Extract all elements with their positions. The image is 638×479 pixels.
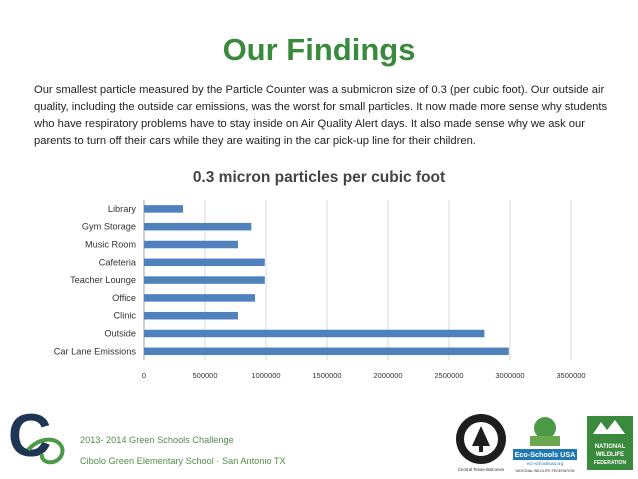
bar-teacher-lounge	[144, 276, 265, 284]
bar-clinic	[144, 311, 238, 320]
bar-gym-storage	[144, 222, 252, 231]
x-tick-label: 1000000	[251, 371, 280, 380]
category-label: Office	[112, 293, 136, 303]
school-logo: C	[8, 404, 65, 468]
chart-bars	[144, 205, 509, 356]
footer-line-1: 2013- 2014 Green Schools Challenge	[80, 435, 234, 445]
chart-category-labels: Library Gym Storage Music Room Cafeteria Tea…	[54, 204, 137, 356]
category-label: Cafeteria	[99, 257, 137, 267]
slide-title: Our Findings	[222, 32, 416, 67]
svg-text:WILDLIFE: WILDLIFE	[596, 452, 624, 458]
x-tick-label: 3500000	[556, 371, 585, 380]
bar-car-lane-emissions	[144, 347, 509, 356]
chart-tick-labels: 0 500000 1000000 1500000 2000000 2500000 30000…	[142, 371, 586, 380]
usgbc-logo: Central Texas-Balcones	[456, 414, 506, 472]
bar-office	[144, 294, 256, 302]
bar-music-room	[144, 240, 238, 249]
svg-text:NATIONAL: NATIONAL	[595, 444, 626, 450]
category-label: Music Room	[85, 240, 136, 250]
eco-schools-logo: Eco-Schools USA eco-schoolsusa.org NATIO…	[513, 417, 577, 473]
x-tick-label: 0	[142, 371, 146, 380]
category-label: Clinic	[114, 311, 137, 321]
bar-outside	[144, 329, 485, 338]
svg-text:NATIONAL WILDLIFE FEDERATION: NATIONAL WILDLIFE FEDERATION	[515, 469, 574, 473]
category-label: Library	[108, 204, 136, 214]
intro-paragraph: Our smallest particle measured by the Pa…	[34, 84, 608, 147]
category-label: Gym Storage	[82, 222, 136, 232]
bar-cafeteria	[144, 258, 265, 267]
svg-text:Eco-Schools USA: Eco-Schools USA	[515, 450, 576, 459]
footer-line-2: Cibolo Green Elementary School · San Ant…	[80, 456, 286, 466]
x-tick-label: 1500000	[312, 371, 341, 380]
svg-text:Central Texas-Balcones: Central Texas-Balcones	[458, 467, 505, 472]
svg-text:FEDERATION: FEDERATION	[594, 460, 627, 466]
x-tick-label: 3000000	[495, 371, 524, 380]
category-label: Outside	[104, 329, 136, 339]
bar-chart: Library Gym Storage Music Room Cafeteria Tea…	[54, 200, 586, 380]
category-label: Teacher Lounge	[70, 275, 136, 285]
x-tick-label: 2500000	[434, 371, 463, 380]
x-tick-label: 2000000	[373, 371, 402, 380]
chart-title: 0.3 micron particles per cubic foot	[192, 169, 446, 186]
x-tick-label: 500000	[192, 371, 217, 380]
category-label: Car Lane Emissions	[54, 346, 137, 356]
nwf-logo: NATIONAL WILDLIFE FEDERATION	[587, 416, 633, 470]
bar-library	[144, 205, 184, 213]
svg-text:eco-schoolsusa.org: eco-schoolsusa.org	[527, 461, 564, 466]
